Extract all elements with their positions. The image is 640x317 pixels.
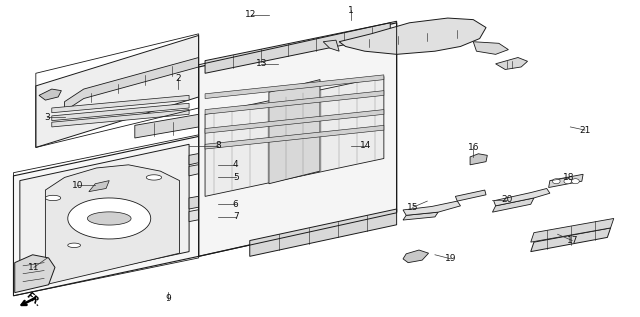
Text: 11: 11 — [28, 263, 40, 272]
Polygon shape — [13, 136, 198, 296]
Polygon shape — [147, 175, 162, 180]
Text: 8: 8 — [215, 141, 221, 150]
Polygon shape — [89, 181, 109, 192]
Polygon shape — [493, 189, 550, 206]
Polygon shape — [492, 198, 534, 212]
Polygon shape — [456, 190, 486, 201]
Text: 10: 10 — [72, 181, 83, 190]
Polygon shape — [205, 75, 384, 99]
Polygon shape — [198, 23, 397, 256]
Polygon shape — [403, 212, 438, 220]
Polygon shape — [20, 144, 189, 288]
Polygon shape — [65, 57, 198, 111]
Polygon shape — [205, 91, 384, 114]
Polygon shape — [135, 114, 198, 138]
Text: FR.: FR. — [24, 291, 42, 309]
Polygon shape — [88, 212, 131, 225]
Polygon shape — [202, 202, 214, 207]
Polygon shape — [52, 95, 189, 113]
Polygon shape — [189, 147, 230, 165]
Text: 9: 9 — [165, 294, 171, 303]
Text: 5: 5 — [233, 173, 239, 182]
Text: 20: 20 — [501, 195, 513, 204]
Text: 21: 21 — [579, 126, 591, 135]
Text: 3: 3 — [44, 113, 49, 122]
Text: 6: 6 — [233, 200, 239, 209]
Polygon shape — [45, 195, 61, 201]
Polygon shape — [39, 89, 61, 100]
Polygon shape — [323, 40, 339, 51]
Text: 13: 13 — [255, 59, 267, 68]
Polygon shape — [572, 179, 579, 184]
Polygon shape — [68, 198, 151, 239]
Text: 19: 19 — [445, 254, 457, 263]
Polygon shape — [205, 76, 384, 196]
Text: 12: 12 — [245, 10, 257, 19]
Polygon shape — [15, 255, 55, 293]
Polygon shape — [202, 214, 214, 219]
Text: 18: 18 — [563, 173, 575, 182]
Polygon shape — [403, 201, 461, 215]
Polygon shape — [205, 23, 390, 73]
Text: 4: 4 — [233, 160, 239, 169]
Polygon shape — [552, 179, 560, 184]
Polygon shape — [269, 80, 320, 184]
Polygon shape — [52, 110, 189, 127]
Polygon shape — [403, 250, 429, 263]
Text: 1: 1 — [348, 6, 353, 15]
Polygon shape — [473, 42, 508, 54]
Polygon shape — [531, 218, 614, 242]
Polygon shape — [68, 243, 81, 248]
Polygon shape — [36, 36, 198, 147]
Polygon shape — [205, 125, 384, 149]
Polygon shape — [250, 209, 397, 256]
Polygon shape — [470, 154, 487, 165]
Text: 15: 15 — [407, 203, 419, 212]
Polygon shape — [52, 103, 189, 121]
Polygon shape — [339, 18, 486, 54]
Polygon shape — [531, 228, 611, 252]
Polygon shape — [205, 110, 384, 133]
Text: 17: 17 — [566, 236, 578, 245]
Polygon shape — [548, 174, 583, 188]
Polygon shape — [564, 179, 572, 184]
Text: 2: 2 — [175, 74, 181, 82]
Polygon shape — [45, 165, 179, 285]
Text: 7: 7 — [233, 212, 239, 221]
Text: 14: 14 — [360, 141, 372, 150]
Text: 16: 16 — [467, 143, 479, 152]
Polygon shape — [189, 190, 234, 209]
Polygon shape — [495, 57, 527, 69]
Polygon shape — [189, 159, 229, 176]
Polygon shape — [189, 203, 232, 222]
